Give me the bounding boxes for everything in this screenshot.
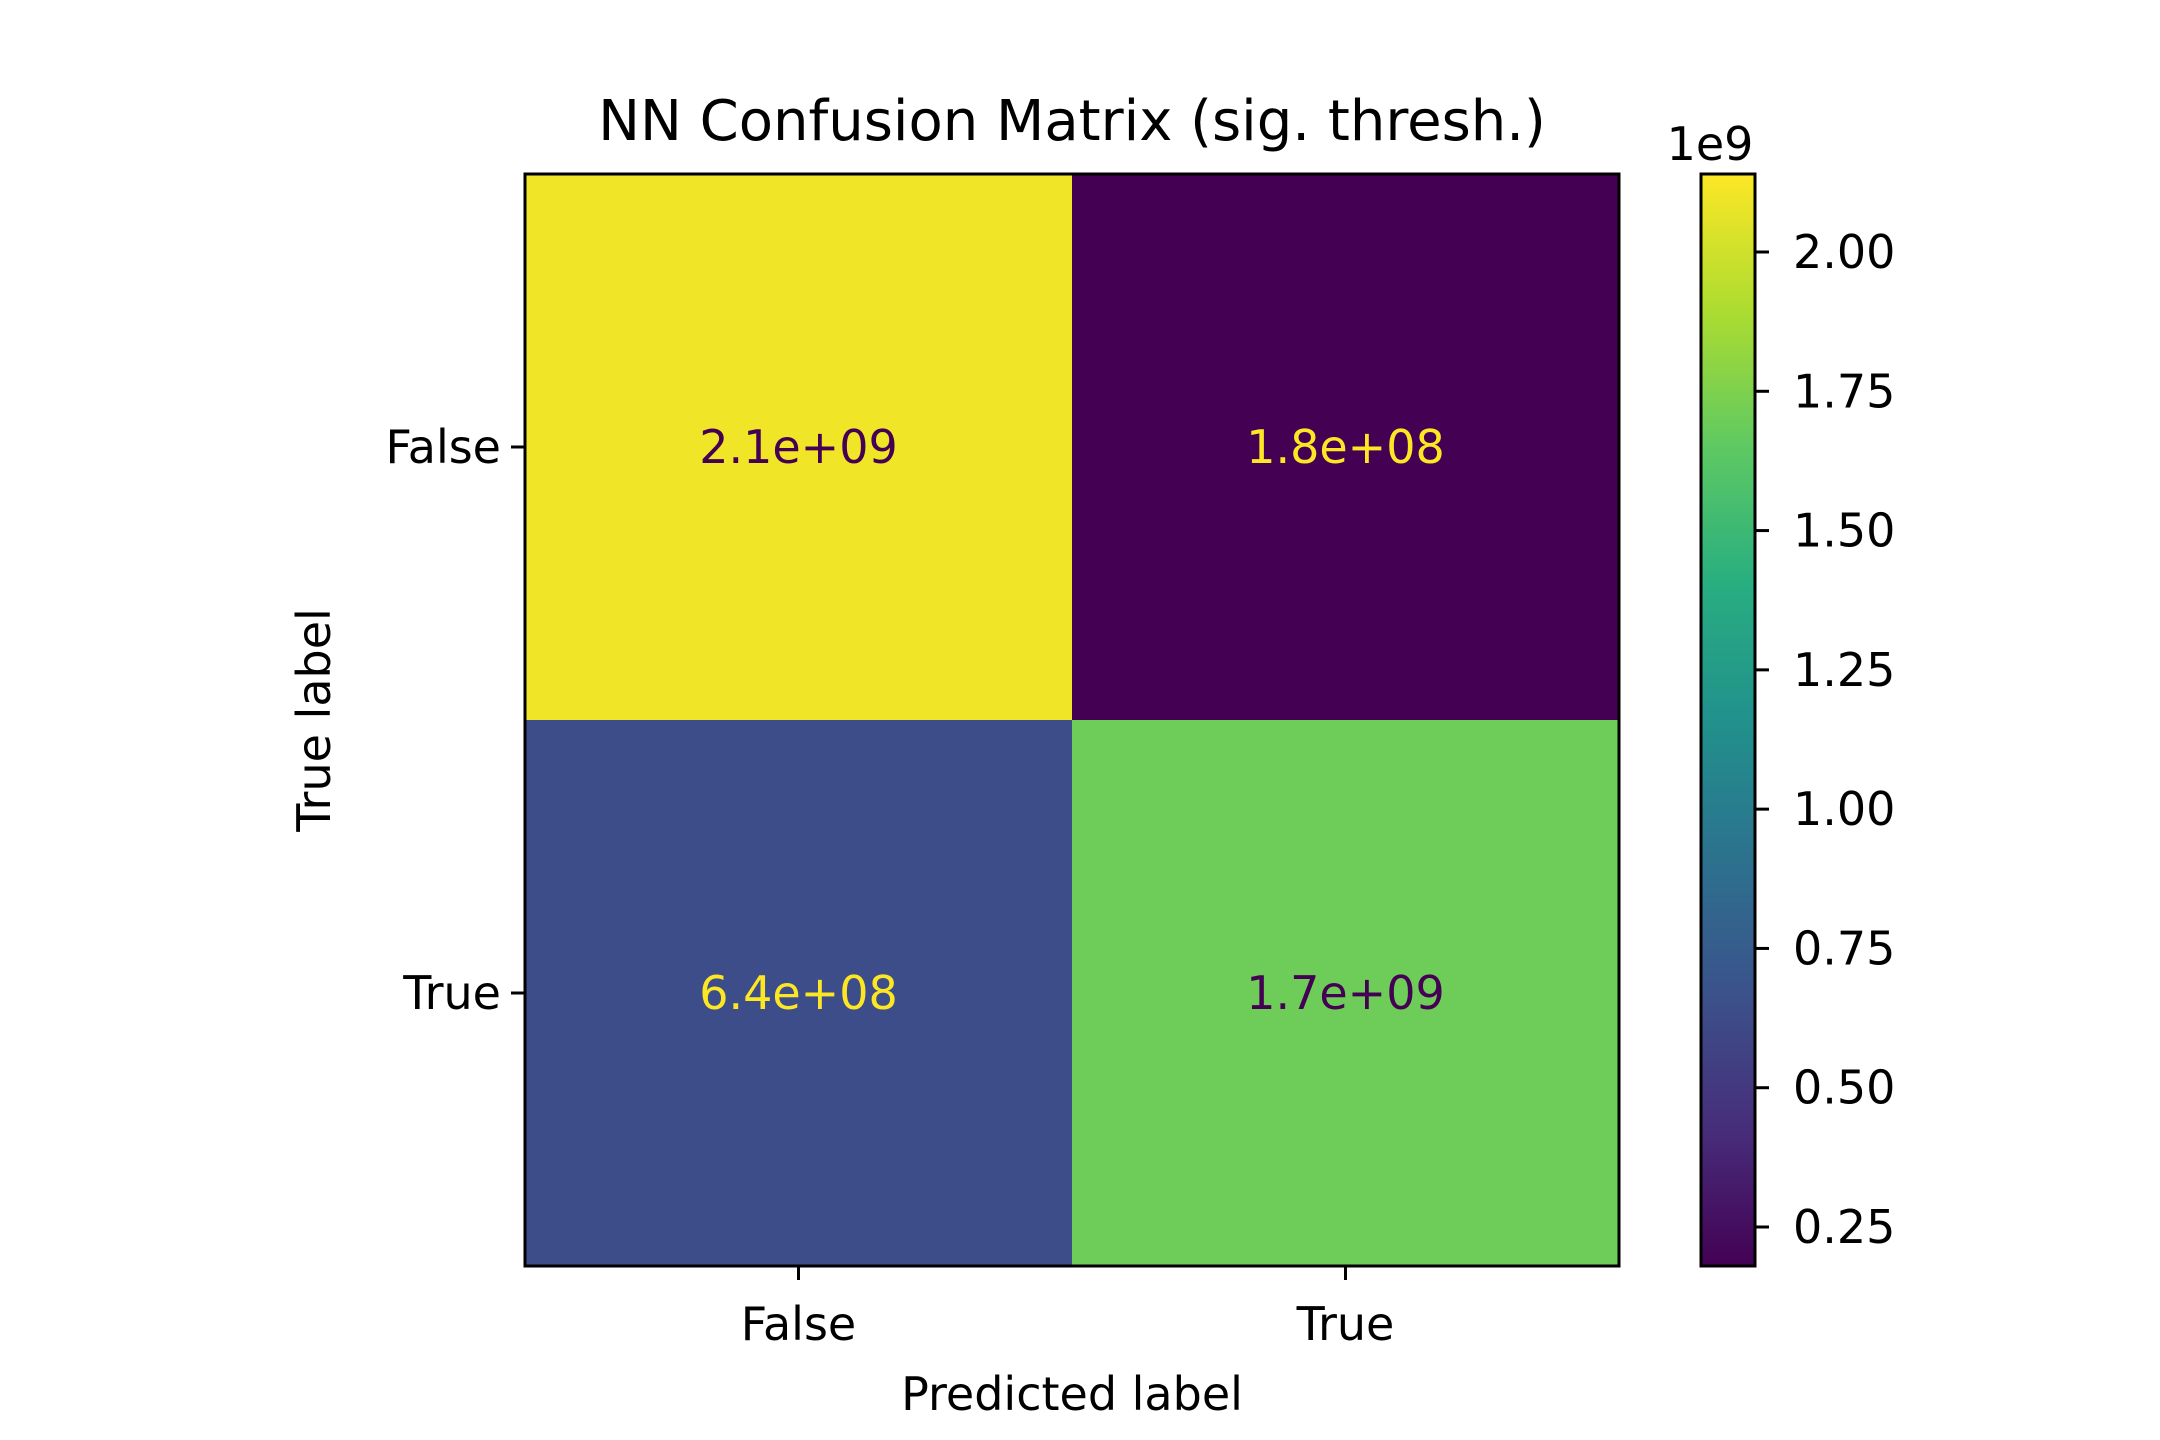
cell-true-true-pred-false <box>525 720 1072 1266</box>
colorbar-ticks: 0.25 0.50 0.75 1.00 1.25 1.50 1.75 2.00 <box>1755 225 1895 1254</box>
x-ticks: False True <box>741 1266 1395 1351</box>
cell-true-true-pred-true <box>1072 720 1619 1266</box>
colorbar-tick-label: 1.50 <box>1793 504 1895 558</box>
colorbar-tick-label: 0.50 <box>1793 1061 1895 1115</box>
colorbar-tick-label: 0.75 <box>1793 921 1895 975</box>
plot-frame <box>523 172 1621 1268</box>
colorbar-frame <box>1699 172 1757 1268</box>
y-tick-label: True <box>402 966 501 1020</box>
y-tick-label: False <box>386 420 501 474</box>
cell-value-label: 2.1e+09 <box>699 420 898 474</box>
y-ticks: False True <box>386 420 525 1020</box>
colorbar-tick-label: 1.00 <box>1793 782 1895 836</box>
y-axis-label: True label <box>287 608 341 833</box>
cell-true-false-pred-true <box>1072 174 1619 720</box>
cell-true-false-pred-false <box>525 174 1072 720</box>
colorbar-tick-label: 1.25 <box>1793 643 1895 697</box>
colorbar-offset-label: 1e9 <box>1667 117 1754 171</box>
matrix-cells: 2.1e+09 1.8e+08 6.4e+08 1.7e+09 <box>525 174 1619 1266</box>
cell-value-label: 6.4e+08 <box>699 966 898 1020</box>
colorbar-tick-label: 1.75 <box>1793 364 1895 418</box>
colorbar: 0.25 0.50 0.75 1.00 1.25 1.50 1.75 2.00 1e9 <box>1667 117 1895 1268</box>
cell-value-label: 1.7e+09 <box>1246 966 1445 1020</box>
chart-title: NN Confusion Matrix (sig. thresh.) <box>598 89 1546 154</box>
x-tick-label: False <box>741 1297 856 1351</box>
colorbar-tick-label: 0.25 <box>1793 1200 1895 1254</box>
colorbar-tick-label: 2.00 <box>1793 225 1895 279</box>
x-axis-label: Predicted label <box>901 1367 1243 1421</box>
cell-value-label: 1.8e+08 <box>1246 420 1445 474</box>
x-tick-label: True <box>1296 1297 1395 1351</box>
colorbar-gradient <box>1701 174 1755 1266</box>
